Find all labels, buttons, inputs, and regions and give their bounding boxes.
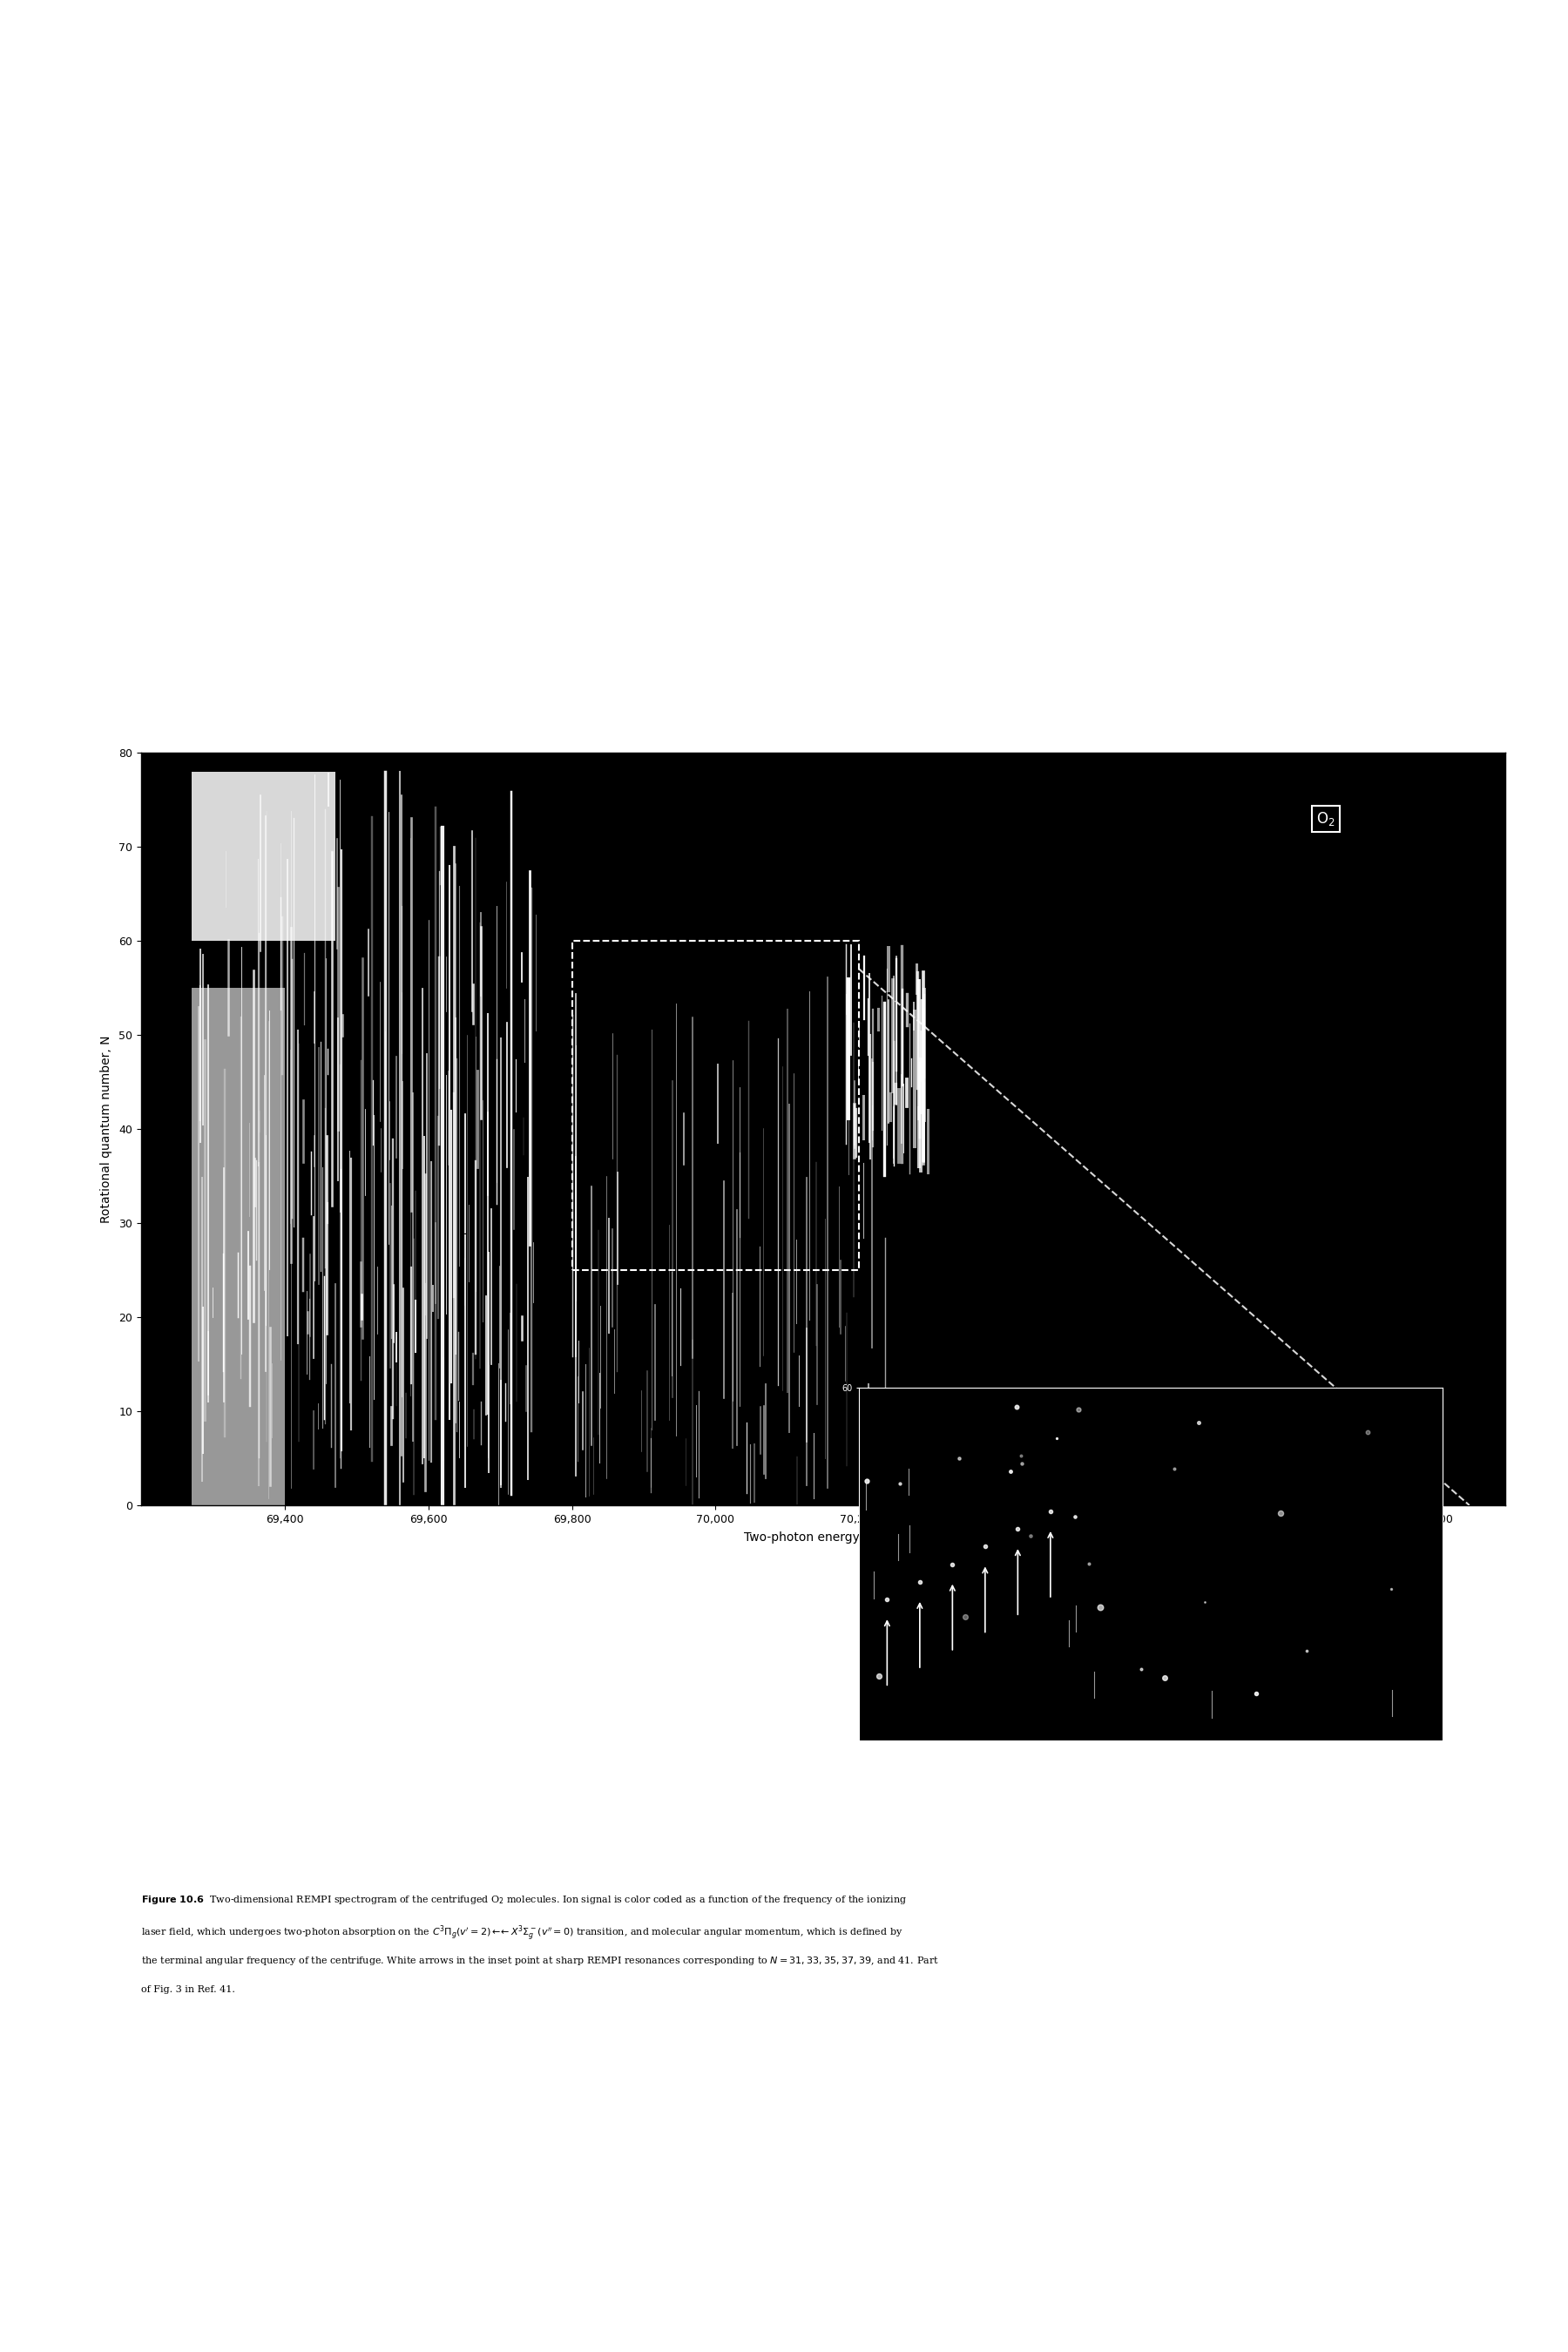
- X-axis label: Two-photon energy (cm⁻¹): Two-photon energy (cm⁻¹): [743, 1531, 903, 1543]
- Text: the terminal angular frequency of the centrifuge. White arrows in the inset poin: the terminal angular frequency of the ce…: [141, 1955, 939, 1966]
- Bar: [572, 941, 859, 1270]
- Y-axis label: Rotational quantum number, N: Rotational quantum number, N: [100, 1035, 113, 1223]
- Bar: [191, 988, 285, 1505]
- Text: $\mathbf{Figure\ 10.6}$  Two-dimensional REMPI spectrogram of the centrifuged O$: $\mathbf{Figure\ 10.6}$ Two-dimensional …: [141, 1893, 906, 1905]
- Bar: [191, 771, 336, 941]
- Text: laser field, which undergoes two-photon absorption on the $C^3\Pi_g(v' = 2) \lef: laser field, which undergoes two-photon …: [141, 1924, 903, 1943]
- Text: of Fig. 3 in Ref. 41.: of Fig. 3 in Ref. 41.: [141, 1985, 235, 1994]
- Text: O$_2$: O$_2$: [1317, 809, 1336, 828]
